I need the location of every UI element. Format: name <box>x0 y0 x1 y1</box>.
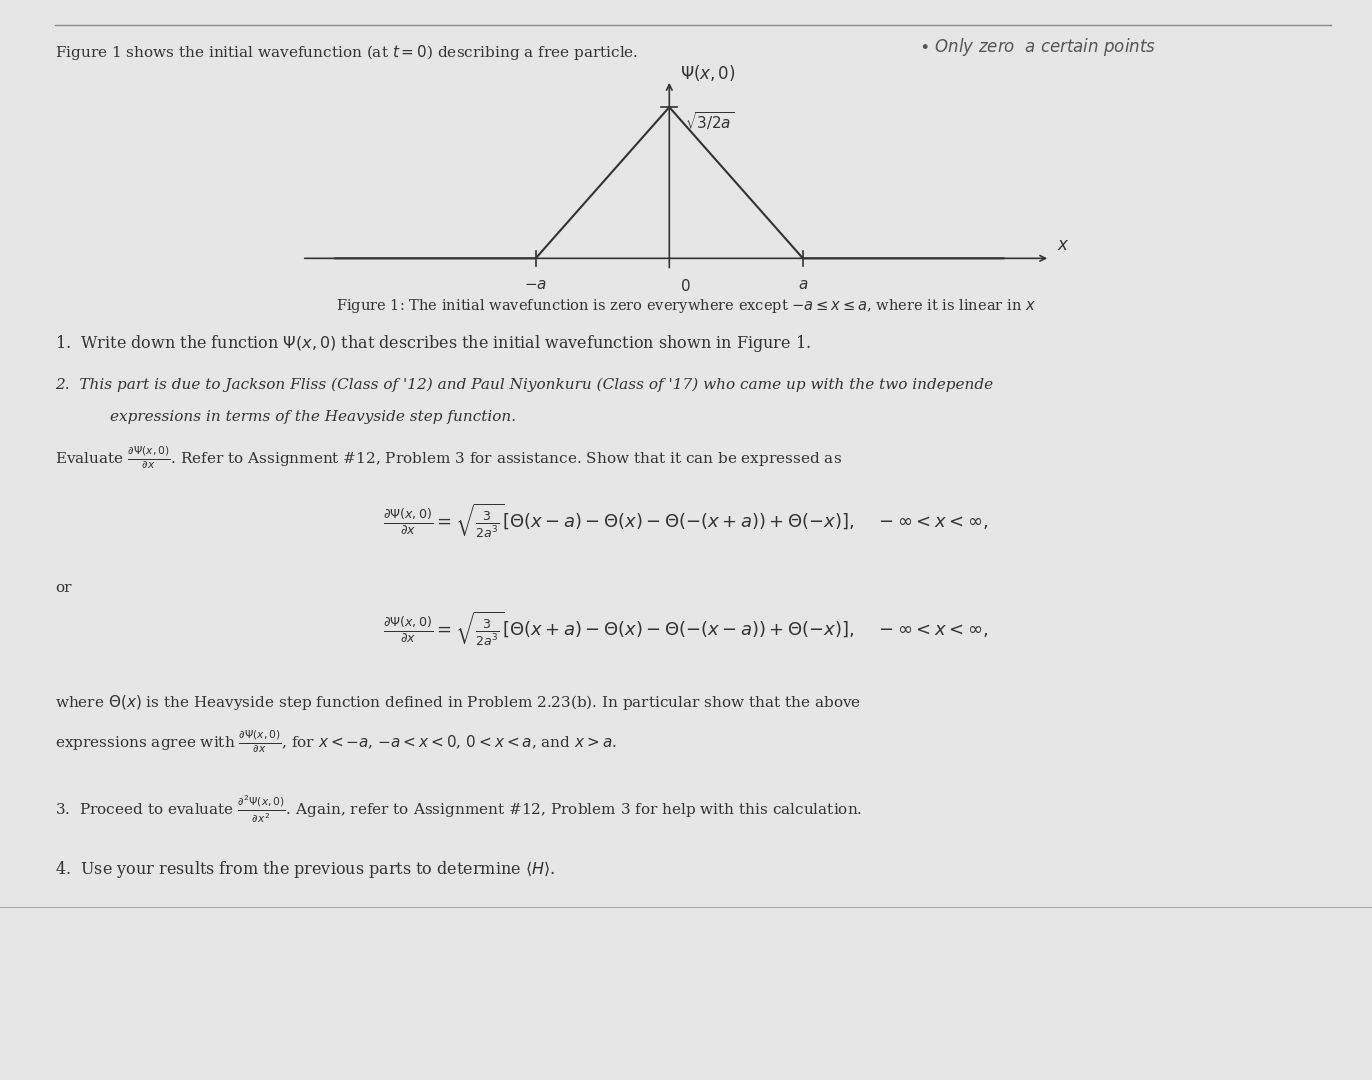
Text: or: or <box>55 581 71 595</box>
Text: Figure 1: The initial wavefunction is zero everywhere except $-a \leq x \leq a$,: Figure 1: The initial wavefunction is ze… <box>336 297 1036 315</box>
Text: 1.  Write down the function $\Psi(x, 0)$ that describes the initial wavefunction: 1. Write down the function $\Psi(x, 0)$ … <box>55 333 811 353</box>
Text: $\sqrt{3/2a}$: $\sqrt{3/2a}$ <box>686 110 734 132</box>
Text: Evaluate $\frac{\partial \Psi(x,0)}{\partial x}$. Refer to Assignment #12, Probl: Evaluate $\frac{\partial \Psi(x,0)}{\par… <box>55 445 842 471</box>
Text: $a$: $a$ <box>797 278 808 292</box>
Text: expressions agree with $\frac{\partial \Psi(x,0)}{\partial x}$, for $x < -a$, $-: expressions agree with $\frac{\partial \… <box>55 729 616 755</box>
Text: 2.  This part is due to Jackson Fliss (Class of '12) and Paul Niyonkuru (Class o: 2. This part is due to Jackson Fliss (Cl… <box>55 378 993 392</box>
Text: 4.  Use your results from the previous parts to determine $\langle H \rangle$.: 4. Use your results from the previous pa… <box>55 859 556 879</box>
Text: $\frac{\partial \Psi(x,0)}{\partial x} = \sqrt{\frac{3}{2a^3}}\left[\Theta(x - a: $\frac{\partial \Psi(x,0)}{\partial x} =… <box>383 502 989 540</box>
Text: $x$: $x$ <box>1056 237 1069 254</box>
Text: 3.  Proceed to evaluate $\frac{\partial^2 \Psi(x,0)}{\partial x^2}$. Again, refe: 3. Proceed to evaluate $\frac{\partial^2… <box>55 794 862 825</box>
Text: $0$: $0$ <box>681 278 690 294</box>
Text: $\frac{\partial \Psi(x,0)}{\partial x} = \sqrt{\frac{3}{2a^3}}\left[\Theta(x + a: $\frac{\partial \Psi(x,0)}{\partial x} =… <box>383 610 989 648</box>
Text: $\Psi(x,0)$: $\Psi(x,0)$ <box>681 63 735 83</box>
Text: $-a$: $-a$ <box>524 278 547 292</box>
Text: expressions in terms of the Heavyside step function.: expressions in terms of the Heavyside st… <box>110 410 516 424</box>
Text: Figure 1 shows the initial wavefunction (at $t = 0$) describing a free particle.: Figure 1 shows the initial wavefunction … <box>55 43 638 63</box>
Text: where $\Theta(x)$ is the Heavyside step function defined in Problem 2.23(b). In : where $\Theta(x)$ is the Heavyside step … <box>55 693 862 713</box>
Text: $\bullet$ Only zero  a certain points: $\bullet$ Only zero a certain points <box>919 36 1157 57</box>
